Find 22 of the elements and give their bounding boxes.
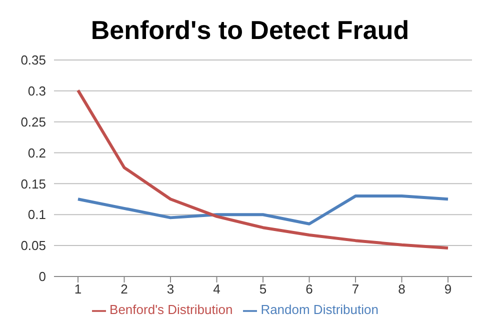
y-tick-label: 0.15	[20, 176, 46, 192]
legend-label: Benford's Distribution	[110, 302, 233, 318]
x-tick-label: 8	[398, 282, 406, 297]
line-series	[76, 194, 450, 226]
y-tick-label: 0	[38, 269, 46, 284]
chart-title: Benford's to Detect Fraud	[90, 14, 410, 47]
x-tick-label: 7	[352, 282, 360, 297]
x-tick-label: 2	[120, 282, 128, 297]
y-tick-label: 0.1	[28, 207, 46, 222]
y-tick-label: 0.35	[20, 52, 46, 68]
x-tick-label: 9	[444, 282, 452, 297]
y-tick-label: 0.05	[20, 238, 46, 254]
x-tick-label: 3	[166, 282, 174, 297]
x-tick-label: 1	[74, 282, 82, 297]
line-series	[76, 88, 450, 250]
x-tick-label: 5	[259, 282, 267, 297]
y-tick-label: 0.2	[28, 145, 46, 160]
y-tick-label: 0.3	[28, 84, 46, 99]
legend-label: Random Distribution	[260, 302, 378, 318]
x-tick-label: 4	[213, 282, 220, 297]
x-tick-label: 6	[306, 282, 313, 297]
y-tick-label: 0.25	[20, 114, 46, 130]
